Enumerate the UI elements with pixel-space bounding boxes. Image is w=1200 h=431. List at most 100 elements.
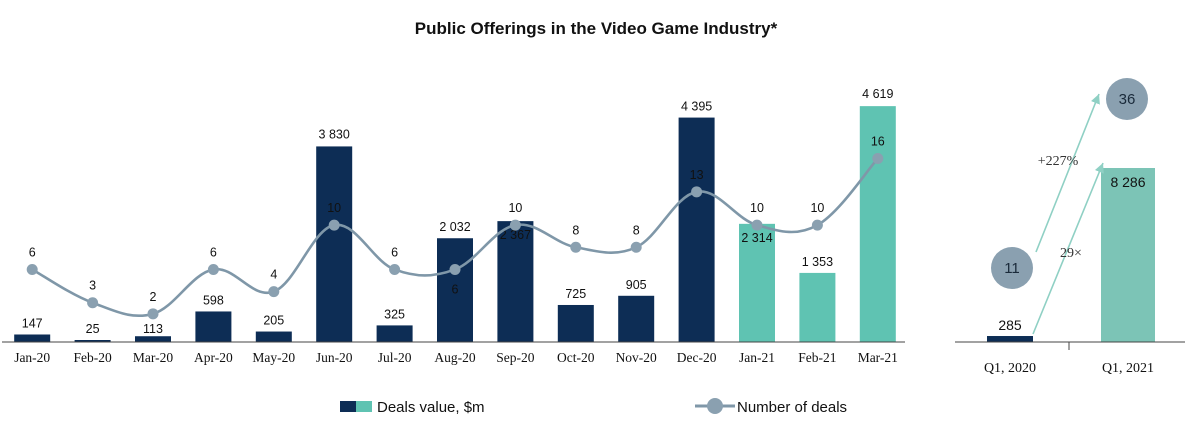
x-tick-label: Sep-20 — [496, 350, 534, 365]
bar-mar-21 — [859, 106, 896, 342]
quarter-deal-bubbles: 11 36 — [991, 78, 1148, 289]
x-tick-label: Jan-20 — [14, 350, 50, 365]
deals-point-aug-20 — [449, 263, 461, 275]
x-tick-label: Aug-20 — [434, 350, 475, 365]
bar-oct-20 — [557, 304, 594, 342]
growth-label-value: 29× — [1060, 246, 1082, 261]
deals-point-label: 10 — [750, 201, 764, 215]
deals-point-label: 6 — [210, 245, 217, 259]
deals-point-dec-20 — [691, 186, 703, 198]
quarter-bar-q1-2020 — [987, 336, 1033, 342]
x-tick-label: Jan-21 — [739, 350, 775, 365]
x-tick-label: Jun-20 — [316, 350, 353, 365]
bar-feb-21 — [799, 272, 836, 342]
bar-feb-20 — [74, 340, 111, 342]
deals-point-label: 2 — [150, 290, 157, 304]
bar-value-label: 598 — [203, 293, 224, 307]
main-bars-group: 147 25 113 598 205 3 830 325 2 032 2 367 725 905 4 … — [14, 87, 896, 343]
deals-point-label: 6 — [29, 245, 36, 259]
bar-value-label: 205 — [263, 314, 284, 328]
deals-bubble-label: 11 — [1004, 260, 1020, 277]
deals-point-label: 4 — [270, 268, 277, 282]
growth-arrow-deals — [1035, 93, 1100, 253]
quarter-bar-value-label: 8 286 — [1110, 174, 1145, 190]
x-tick-label: Mar-20 — [133, 350, 173, 365]
deals-point-label: 13 — [690, 168, 704, 182]
legend: Deals value, $m Number of deals — [340, 398, 847, 416]
bar-value-label: 3 830 — [319, 127, 350, 141]
deals-point-jul-20 — [389, 263, 401, 275]
deals-point-label: 6 — [452, 282, 459, 296]
bar-value-label: 2 314 — [741, 231, 772, 245]
bar-value-label: 905 — [626, 278, 647, 292]
deals-point-label: 16 — [871, 135, 885, 149]
x-tick-label: Feb-20 — [73, 350, 111, 365]
bar-value-label: 4 395 — [681, 100, 712, 114]
quarter-tick-label: Q1, 2021 — [1102, 361, 1154, 376]
deals-point-label: 8 — [633, 223, 640, 237]
bar-jun-20 — [316, 146, 353, 342]
growth-arrows: +227% 29× — [1032, 93, 1104, 335]
growth-arrow-value — [1032, 162, 1104, 335]
bar-jul-20 — [376, 325, 413, 342]
deals-point-nov-20 — [630, 241, 642, 253]
bar-value-label: 2 367 — [500, 228, 531, 242]
deals-point-oct-20 — [570, 241, 582, 253]
bar-nov-20 — [618, 295, 655, 342]
growth-label-deals: +227% — [1038, 154, 1079, 169]
main-x-tick-labels: Jan-20 Feb-20 Mar-20 Apr-20 May-20 Jun-20 Jul-… — [14, 350, 898, 365]
x-tick-label: Nov-20 — [616, 350, 657, 365]
bar-sep-20 — [497, 221, 534, 342]
bar-value-label: 147 — [22, 316, 43, 330]
legend-swatch-2020 — [340, 401, 356, 412]
quarter-bar-q1-2021 — [1101, 168, 1155, 342]
deals-point-label: 6 — [391, 245, 398, 259]
deals-point-feb-21 — [811, 219, 823, 231]
bar-jan-20 — [14, 334, 51, 342]
bar-jan-21 — [739, 223, 775, 342]
deals-line-group: 6 3 2 6 4 10 6 6 10 8 8 13 10 10 16 — [26, 135, 885, 320]
quarter-bar-value-label: 285 — [998, 317, 1022, 333]
deals-point-apr-20 — [207, 263, 219, 275]
bar-dec-20 — [678, 117, 715, 343]
deals-point-may-20 — [268, 286, 280, 298]
bar-value-label: 1 353 — [802, 255, 833, 269]
x-tick-label: Jul-20 — [378, 350, 412, 365]
quarter-x-axis — [955, 341, 1185, 350]
deals-point-label: 8 — [572, 223, 579, 237]
deals-point-jan-21 — [751, 219, 763, 231]
deals-point-jun-20 — [328, 219, 340, 231]
x-tick-label: May-20 — [252, 350, 295, 365]
bar-may-20 — [255, 331, 292, 342]
x-tick-label: Oct-20 — [557, 350, 595, 365]
bar-value-label: 4 619 — [862, 87, 893, 101]
bar-value-label: 325 — [384, 307, 405, 321]
quarter-bars-group: 285 8 286 — [987, 168, 1155, 342]
bar-aug-20 — [437, 238, 473, 342]
deals-bubble-label: 36 — [1119, 91, 1136, 108]
deals-point-label: 10 — [327, 201, 341, 215]
legend-line-marker — [707, 398, 723, 414]
bar-value-label: 113 — [143, 322, 163, 336]
x-tick-label: Apr-20 — [194, 350, 233, 365]
deals-point-label: 10 — [508, 201, 522, 215]
bar-value-label: 2 032 — [439, 220, 470, 234]
deals-bubble-q1-2021 — [1106, 78, 1148, 120]
deals-bubble-q1-2020 — [991, 247, 1033, 289]
x-tick-label: Feb-21 — [798, 350, 836, 365]
bar-value-label: 725 — [565, 287, 586, 301]
bar-apr-20 — [195, 311, 232, 342]
deals-point-mar-21 — [872, 153, 884, 165]
quarter-tick-label: Q1, 2020 — [984, 361, 1036, 376]
bar-value-label: 25 — [86, 322, 100, 336]
deals-point-feb-20 — [87, 297, 99, 309]
bar-mar-20 — [135, 336, 171, 342]
legend-label-deals-value: Deals value, $m — [377, 399, 485, 416]
chart-title: Public Offerings in the Video Game Indus… — [415, 19, 778, 38]
deals-point-mar-20 — [147, 308, 159, 320]
legend-label-number-of-deals: Number of deals — [737, 399, 847, 416]
deals-point-label: 3 — [89, 279, 96, 293]
x-tick-label: Mar-21 — [858, 350, 898, 365]
deals-point-sep-20 — [509, 219, 521, 231]
